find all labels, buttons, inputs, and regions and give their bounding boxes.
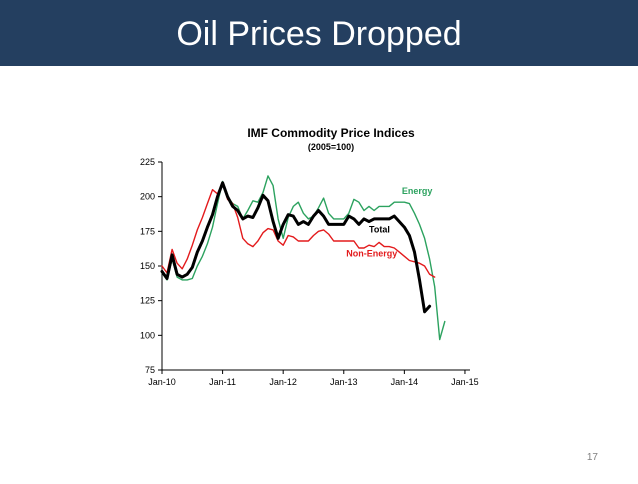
slide-title: Oil Prices Dropped [176, 15, 462, 53]
y-tick-label: 150 [140, 261, 155, 271]
legend-label-total: Total [369, 225, 390, 235]
chart-title: IMF Commodity Price Indices [247, 126, 415, 140]
title-bar [0, 0, 638, 66]
page-number: 17 [586, 452, 598, 463]
series-line-total [160, 181, 432, 314]
y-tick-label: 100 [140, 330, 155, 340]
y-tick-label: 225 [140, 157, 155, 167]
series-line-energy [161, 175, 446, 341]
legend-label-energy: Energy [402, 186, 433, 196]
chart-subtitle: (2005=100) [308, 142, 354, 152]
x-tick-label: Jan-12 [269, 377, 297, 387]
x-tick-label: Jan-13 [330, 377, 358, 387]
legend-label-non-energy: Non-Energy [346, 248, 397, 258]
y-tick-label: 175 [140, 226, 155, 236]
x-tick-label: Jan-11 [209, 377, 236, 387]
series-line-non-energy [161, 182, 436, 278]
y-tick-label: 125 [140, 296, 155, 306]
y-tick-label: 200 [140, 192, 155, 202]
x-tick-label: Jan-15 [451, 377, 479, 387]
y-tick-label: 75 [145, 365, 155, 375]
x-tick-label: Jan-14 [391, 377, 419, 387]
x-tick-label: Jan-10 [148, 377, 176, 387]
